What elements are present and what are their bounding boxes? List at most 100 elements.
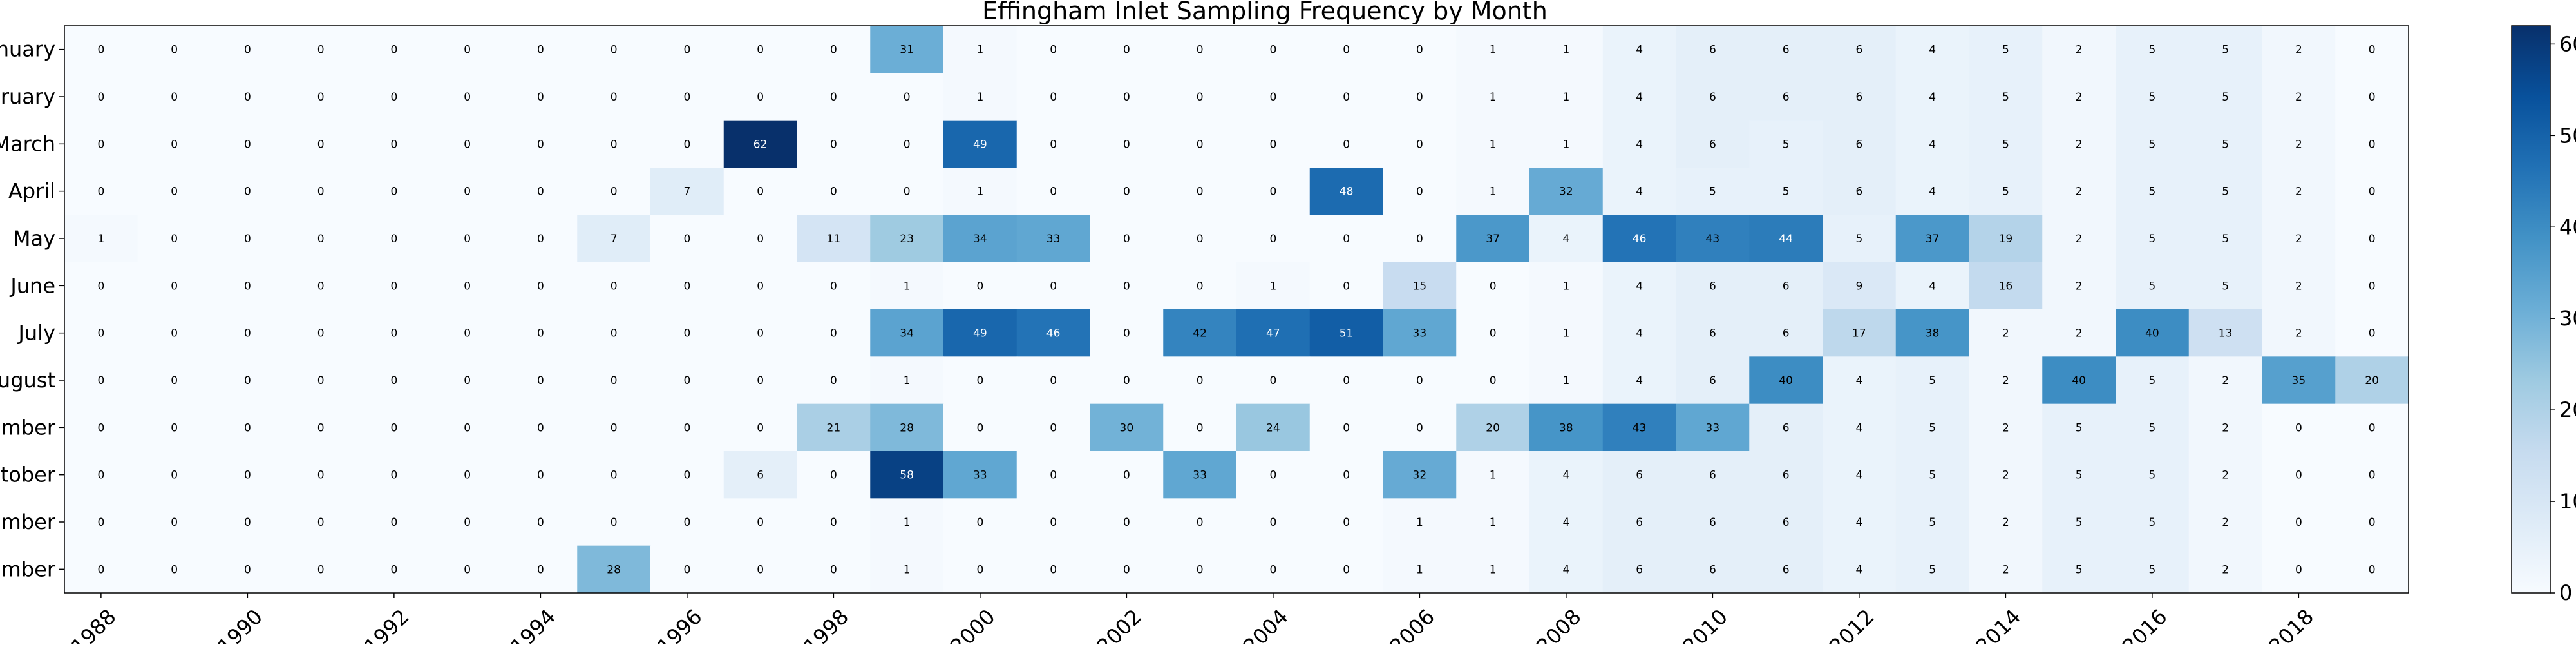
heatmap-cell [2042,26,2116,73]
heatmap-cell [650,451,724,499]
heatmap-cell [284,545,358,594]
heatmap-cell [64,168,138,215]
heatmap-cell [137,168,211,215]
y-tick-label: March [0,131,55,156]
cell-value-label: 0 [830,138,837,151]
y-tick-label: October [0,463,56,487]
cell-value-label: 6 [1783,44,1790,57]
heatmap-cell [430,309,504,357]
heatmap-cell [1383,545,1457,594]
heatmap-cell [357,168,431,215]
cell-value-label: 5 [2148,374,2155,387]
heatmap-cell [357,309,431,357]
x-tick-label: 1988 [66,604,120,644]
heatmap-cell [1895,262,1969,310]
cell-value-label: 0 [171,374,178,387]
cell-value-label: 1 [976,44,983,57]
cell-value-label: 21 [827,421,841,434]
cell-value-label: 0 [317,516,325,529]
cell-value-label: 0 [2295,563,2302,576]
heatmap-cell [797,120,871,168]
cell-value-label: 0 [390,421,397,434]
heatmap-cell [1309,356,1383,405]
heatmap-cell [650,26,724,73]
heatmap-cell [1163,451,1237,499]
heatmap-cell [1090,451,1164,499]
cell-value-label: 6 [1783,516,1790,529]
heatmap-cell [2335,168,2409,215]
x-tick-label: 2010 [1678,604,1732,644]
heatmap-cell [211,73,285,121]
cell-value-label: 4 [1929,138,1936,151]
cell-value-label: 0 [904,186,911,198]
cell-value-label: 0 [390,563,397,576]
cell-value-label: 0 [171,186,178,198]
cell-value-label: 5 [1783,186,1790,198]
cell-value-label: 5 [2222,233,2229,246]
heatmap-cell [1602,451,1676,499]
heatmap-cell [284,403,358,452]
heatmap-cell [723,545,797,594]
cell-value-label: 24 [1266,421,1280,434]
y-tick-label: February [0,84,55,109]
heatmap-cell [1383,26,1457,73]
heatmap-cell [357,262,431,310]
heatmap-cell [797,309,871,357]
heatmap-cell [1309,403,1383,452]
heatmap-cell [1090,545,1164,594]
cell-value-label: 62 [753,138,768,151]
cell-value-label: 2 [2295,280,2302,293]
cell-value-label: 1 [1416,563,1423,576]
heatmap-cell [504,309,578,357]
heatmap-cell [2188,120,2262,168]
cell-value-label: 0 [537,327,544,340]
heatmap-cell [1823,356,1897,405]
y-tick-label: April [8,179,55,204]
cell-value-label: 0 [244,327,251,340]
heatmap-cell [284,120,358,168]
heatmap-cell [1309,451,1383,499]
cell-value-label: 32 [1559,186,1573,198]
heatmap-cell [1456,356,1530,405]
cell-value-label: 0 [1269,91,1276,104]
cell-value-label: 0 [830,280,837,293]
heatmap-cell [284,168,358,215]
heatmap-cell [943,451,1018,499]
cell-value-label: 2 [2295,186,2302,198]
heatmap-cell [650,168,724,215]
heatmap-cell [284,309,358,357]
cell-value-label: 0 [683,91,690,104]
heatmap-cell [1823,215,1897,263]
heatmap-cell [1016,73,1090,121]
cell-value-label: 44 [1779,233,1793,246]
heatmap-cell [1676,215,1750,263]
heatmap-cell [2188,309,2262,357]
heatmap-cell [1090,215,1164,263]
heatmap-cell [2335,73,2409,121]
cell-value-label: 23 [900,233,914,246]
heatmap-cell [357,215,431,263]
heatmap-cell [137,73,211,121]
heatmap-cell [1749,451,1823,499]
cell-value-label: 6 [1636,469,1643,482]
heatmap-cell [2116,26,2190,73]
cell-value-label: 0 [317,91,325,104]
cell-value-label: 0 [1416,374,1423,387]
heatmap-cell [1163,309,1237,357]
heatmap-cell [430,120,504,168]
heatmap-cell [1383,262,1457,310]
heatmap-cell [1309,26,1383,73]
cell-value-label: 0 [464,138,471,151]
cell-value-label: 4 [1929,186,1936,198]
cell-value-label: 17 [1852,327,1866,340]
heatmap-cell [1969,545,2043,594]
cell-value-label: 42 [1193,327,1207,340]
cell-value-label: 0 [1050,44,1057,57]
cell-value-label: 6 [1709,327,1716,340]
heatmap-cell [723,498,797,546]
heatmap-cell [1090,120,1164,168]
heatmap-cell [1676,356,1750,405]
heatmap-cell [577,403,651,452]
cell-value-label: 4 [1562,233,1569,246]
cell-value-label: 0 [683,138,690,151]
